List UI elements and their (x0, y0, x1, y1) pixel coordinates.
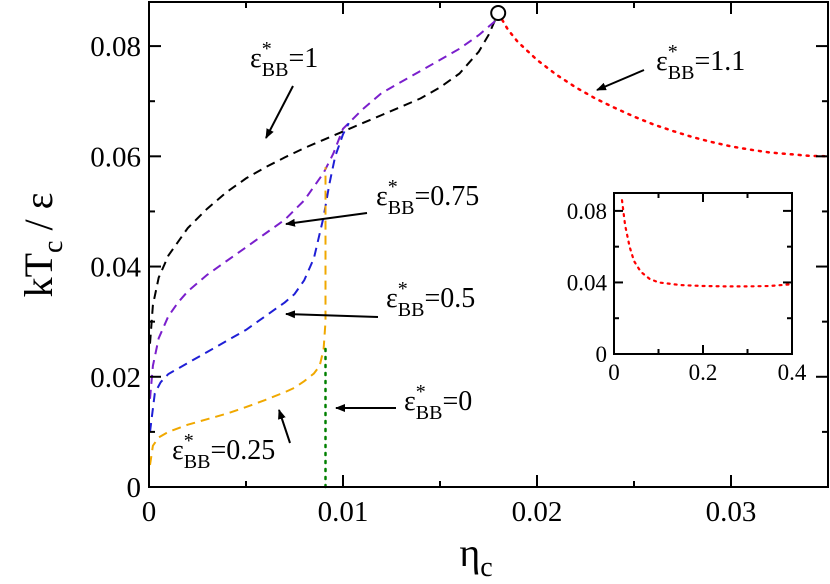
y-tick-label: 0.04 (90, 252, 141, 284)
arrow-eps-bb-0-25 (278, 409, 291, 444)
inset-x-tick-label: 0.2 (689, 360, 718, 385)
annotation-eps-bb-1-1: ε* BB=1.1 (656, 41, 745, 84)
annotation-eps-bb-0: ε* BB=0 (404, 381, 472, 424)
y-axis-label-sub: c (38, 241, 69, 253)
arrow-eps-bb-0-5 (285, 310, 379, 319)
x-axis-label: ηc (459, 530, 492, 583)
inset-y-tick-label: 0 (596, 342, 608, 367)
inset-x-axis: 0 0.2 0.4 (608, 193, 807, 385)
y-tick-label: 0.02 (90, 362, 141, 394)
series-line-bb-0-75 (149, 17, 499, 399)
y-tick-label: 0 (127, 472, 142, 504)
arrow-eps-bb-0-75 (285, 212, 368, 227)
x-tick-label: 0.03 (706, 496, 757, 528)
inset-y-axis: 0 0.04 0.08 (567, 199, 792, 367)
y-axis-label-tail: / ε (16, 193, 61, 241)
x-tick-label: 0.01 (318, 496, 369, 528)
x-axis-label-sub: c (480, 552, 492, 583)
x-tick-label: 0.02 (512, 496, 563, 528)
series-line-bb-1 (149, 12, 500, 344)
plot-frame (148, 1, 829, 488)
series-layer (149, 11, 830, 489)
inset-y-tick-label: 0.04 (567, 270, 608, 295)
series-line-bb-0-5 (149, 122, 350, 433)
x-tick-label: 0 (142, 496, 157, 528)
series-line-bb-0-25 (149, 167, 327, 466)
y-axis-label-main: kT (16, 253, 61, 297)
y-axis: 0 0.02 0.04 0.06 0.08 (90, 31, 828, 504)
annotation-eps-bb-1: ε* BB=1 (250, 38, 318, 81)
inset-y-tick-label: 0.08 (567, 199, 607, 224)
arrow-eps-bb-1 (265, 85, 294, 139)
x-axis-label-main: η (459, 530, 480, 575)
y-tick-label: 0.08 (90, 31, 141, 63)
annotation-eps-bb-0-75: ε* BB=0.75 (376, 176, 479, 219)
critical-point-marker (490, 5, 507, 22)
x-axis: 0 0.01 0.02 0.03 (142, 2, 757, 528)
y-axis-label: kTc / ε (16, 193, 69, 298)
inset-plot-background (614, 193, 792, 354)
annotation-eps-bb-0-5: ε* BB=0.5 (386, 278, 475, 321)
inset-x-tick-label: 0 (608, 360, 620, 385)
arrow-eps-bb-1-1 (596, 69, 645, 91)
annotation-eps-bb-0-25: ε* BB=0.25 (172, 430, 275, 473)
inset-series-layer (620, 199, 794, 288)
inset-series-line-bb-1-1-full-range (620, 199, 794, 288)
series-line-bb-1-1 (496, 11, 830, 158)
inset-chart: 0 0.2 0.4 0 0.04 0.08 (567, 192, 807, 385)
y-tick-label: 0.06 (90, 141, 141, 173)
inset-x-tick-label: 0.4 (778, 360, 807, 385)
